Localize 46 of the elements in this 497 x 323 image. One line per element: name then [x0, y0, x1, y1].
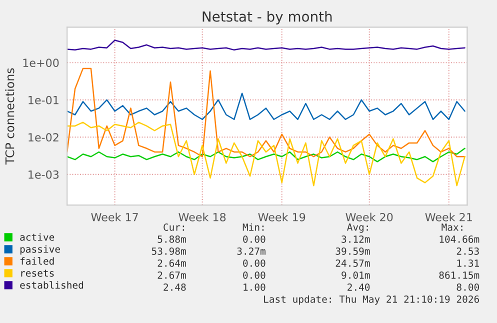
legend-label: active — [20, 233, 54, 241]
legend-label: resets — [21, 270, 54, 277]
text: 0.00 — [243, 271, 266, 279]
text: 53.98m — [152, 247, 186, 255]
line-series — [67, 122, 466, 186]
text: 24.57m — [336, 259, 370, 267]
legend-label: passive — [20, 245, 60, 255]
text: 9.01m — [342, 271, 370, 279]
y-axis-title: TCP connections — [5, 68, 14, 165]
x-tick-label: Week 21 — [425, 212, 472, 222]
line-series — [67, 92, 466, 120]
line-series — [67, 148, 466, 162]
x-tick-label: Week 18 — [178, 212, 226, 222]
text: 0.00 — [243, 259, 266, 267]
x-tick-label: Week 20 — [346, 212, 393, 222]
text: 5.88m — [158, 235, 186, 243]
text: 2.64m — [158, 259, 186, 267]
text: 3.27m — [237, 247, 266, 255]
y-tick-label: 1e-01 — [28, 96, 58, 104]
text: 3.12m — [342, 235, 370, 243]
x-tick-label: Week 19 — [258, 212, 306, 222]
text: 2.48 — [164, 283, 186, 291]
text: Min: — [242, 223, 264, 231]
line-series — [67, 68, 466, 158]
text: 0.00 — [243, 235, 266, 243]
legend-label: failed — [20, 257, 54, 265]
chart-title: Netstat - by month — [202, 11, 332, 24]
text: 104.66m — [440, 235, 480, 243]
y-tick-label: 1e-03 — [28, 170, 59, 179]
y-tick-label: 1e-02 — [28, 133, 58, 142]
text: Avg: — [347, 224, 368, 233]
text: 8.00 — [456, 283, 479, 291]
line-series — [67, 40, 466, 51]
text: 2.53 — [456, 247, 479, 255]
text: 2.40 — [348, 283, 370, 291]
text: 39.59m — [336, 247, 370, 255]
text: 861.15m — [439, 271, 480, 279]
legend-label: established — [20, 281, 84, 289]
text: 1.00 — [244, 283, 266, 291]
text: Last update: Thu May 21 21:10:19 2026 — [264, 295, 479, 305]
x-tick-label: Week 17 — [91, 212, 138, 222]
text: Cur: — [164, 223, 184, 231]
text: Max: — [442, 224, 462, 231]
text: 1.31 — [457, 259, 479, 267]
y-tick-label: 1e+00 — [23, 58, 59, 68]
text: 2.67m — [158, 271, 186, 279]
